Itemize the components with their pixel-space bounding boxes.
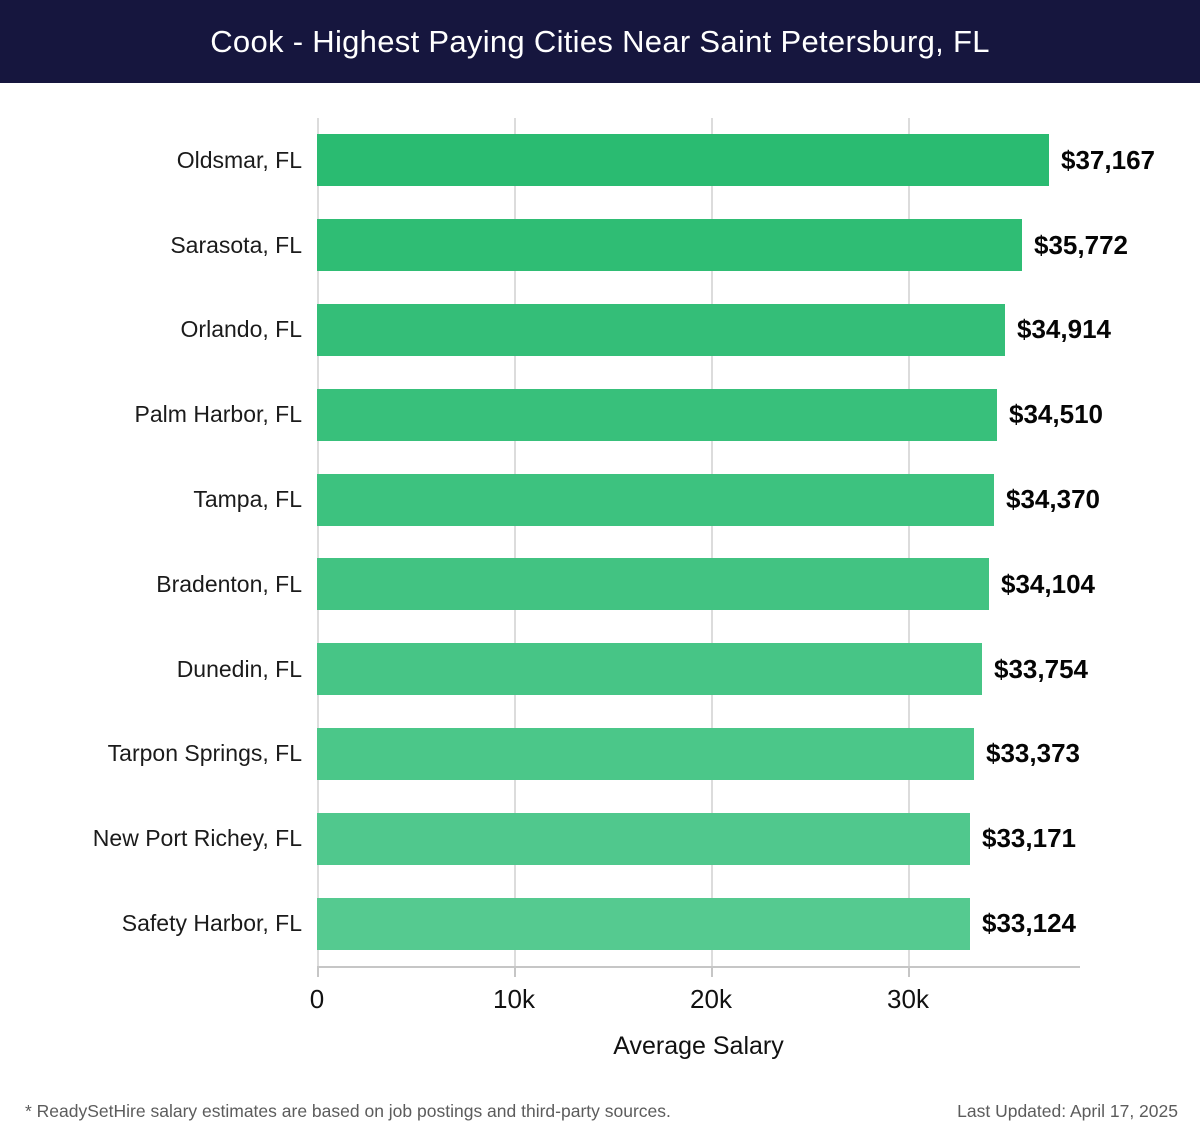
x-axis-line [317,966,1080,968]
salary-value-label: $33,171 [982,823,1076,854]
salary-value-label: $33,373 [986,738,1080,769]
footer-last-updated: Last Updated: April 17, 2025 [957,1101,1178,1121]
x-axis-tick-mark [711,968,713,977]
bar-row: Tarpon Springs, FL $33,373 [0,712,1200,797]
bar-row: Tampa, FL $34,370 [0,457,1200,542]
header-banner: Cook - Highest Paying Cities Near Saint … [0,0,1200,83]
x-axis-tick-label: 30k [887,984,929,1014]
salary-bar [317,134,1049,187]
salary-value-label: $34,370 [1006,484,1100,515]
chart-title: Cook - Highest Paying Cities Near Saint … [210,23,990,59]
salary-value-label: $33,754 [994,653,1088,684]
city-label: Tarpon Springs, FL [107,740,302,767]
salary-value-label: $34,104 [1001,568,1095,599]
salary-bar [317,388,997,441]
salary-bar [317,897,970,950]
gridline [908,118,910,966]
bar-row: Oldsmar, FL $37,167 [0,118,1200,203]
salary-bar [317,473,994,526]
bar-row: Orlando, FL $34,914 [0,288,1200,373]
x-axis-tick-mark [908,968,910,977]
bar-row: Dunedin, FL $33,754 [0,627,1200,712]
x-axis-tick-label: 0 [309,984,325,1014]
city-label: Bradenton, FL [156,570,302,597]
salary-value-label: $37,167 [1061,144,1155,175]
city-label: Oldsmar, FL [176,146,302,173]
salary-bar [317,303,1005,356]
salary-value-label: $34,914 [1017,314,1111,345]
gridline [514,118,516,966]
bar-row: Bradenton, FL $34,104 [0,542,1200,627]
salary-bar [317,643,982,696]
plot-area [317,118,1080,977]
salary-bar [317,219,1022,272]
x-axis-tick-mark [514,968,516,977]
city-label: Palm Harbor, FL [134,401,302,428]
bar-row: Sarasota, FL $35,772 [0,203,1200,288]
x-axis-tick-mark [317,968,319,977]
gridline [317,118,319,966]
salary-bar [317,727,974,780]
bar-row: New Port Richey, FL $33,171 [0,796,1200,881]
city-label: Sarasota, FL [170,231,302,258]
bar-row: Palm Harbor, FL $34,510 [0,372,1200,457]
city-label: Dunedin, FL [176,655,302,682]
bar-row: Safety Harbor, FL $33,124 [0,881,1200,966]
salary-value-label: $35,772 [1034,229,1128,260]
salary-value-label: $33,124 [982,908,1076,939]
bar-rows: Oldsmar, FL $37,167 Sarasota, FL $35,772 Orl… [0,118,1200,966]
city-label: New Port Richey, FL [92,825,302,852]
x-axis-title: Average Salary [613,1032,784,1060]
x-axis-tick-label: 10k [493,984,535,1014]
city-label: Safety Harbor, FL [121,910,302,937]
gridline [711,118,713,966]
footer-disclaimer: * ReadySetHire salary estimates are base… [25,1101,671,1121]
x-axis-tick-label: 20k [690,984,732,1014]
x-axis-tick-labels: 0 10k 20k 30k [310,984,1080,1016]
city-label: Tampa, FL [193,486,302,513]
city-label: Orlando, FL [180,316,302,343]
salary-value-label: $34,510 [1009,399,1103,430]
salary-bar [317,812,970,865]
salary-bar [317,558,989,611]
